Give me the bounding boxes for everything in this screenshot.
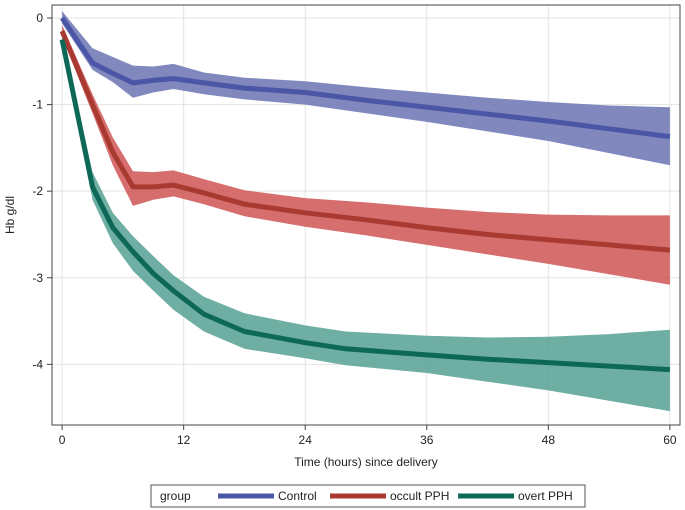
- x-tick-label: 48: [542, 433, 556, 447]
- y-tick-label: -4: [32, 357, 43, 371]
- legend-label-overt-pph: overt PPH: [518, 489, 573, 503]
- axis-ticks: 0 12 24 36 48 60 0 -1 -2 -3 -4: [32, 11, 677, 447]
- line-occult-pph: [59, 30, 671, 253]
- line-overt-pph: [59, 39, 671, 373]
- x-tick-label: 12: [177, 433, 191, 447]
- x-tick-label: 0: [59, 433, 66, 447]
- x-tick-label: 24: [299, 433, 313, 447]
- band-occult-pph: [62, 24, 670, 285]
- x-tick-label: 36: [420, 433, 434, 447]
- x-axis-label: Time (hours) since delivery: [294, 455, 438, 469]
- band-control: [62, 11, 670, 166]
- y-axis-label: Hb g/dl: [3, 196, 17, 234]
- legend: group Control occult PPH overt PPH: [150, 484, 586, 508]
- y-tick-label: 0: [36, 11, 43, 25]
- legend-label-control: Control: [278, 489, 317, 503]
- line-control: [60, 16, 671, 140]
- series-lines: [59, 16, 671, 373]
- legend-label-occult-pph: occult PPH: [390, 489, 449, 503]
- plot-frame: [51, 4, 681, 426]
- x-tick-label: 60: [663, 433, 677, 447]
- y-tick-label: -1: [32, 98, 43, 112]
- y-tick-label: -3: [32, 271, 43, 285]
- y-tick-label: -2: [32, 184, 43, 198]
- legend-entries: Control occult PPH overt PPH: [218, 489, 573, 503]
- legend-title: group: [160, 489, 191, 503]
